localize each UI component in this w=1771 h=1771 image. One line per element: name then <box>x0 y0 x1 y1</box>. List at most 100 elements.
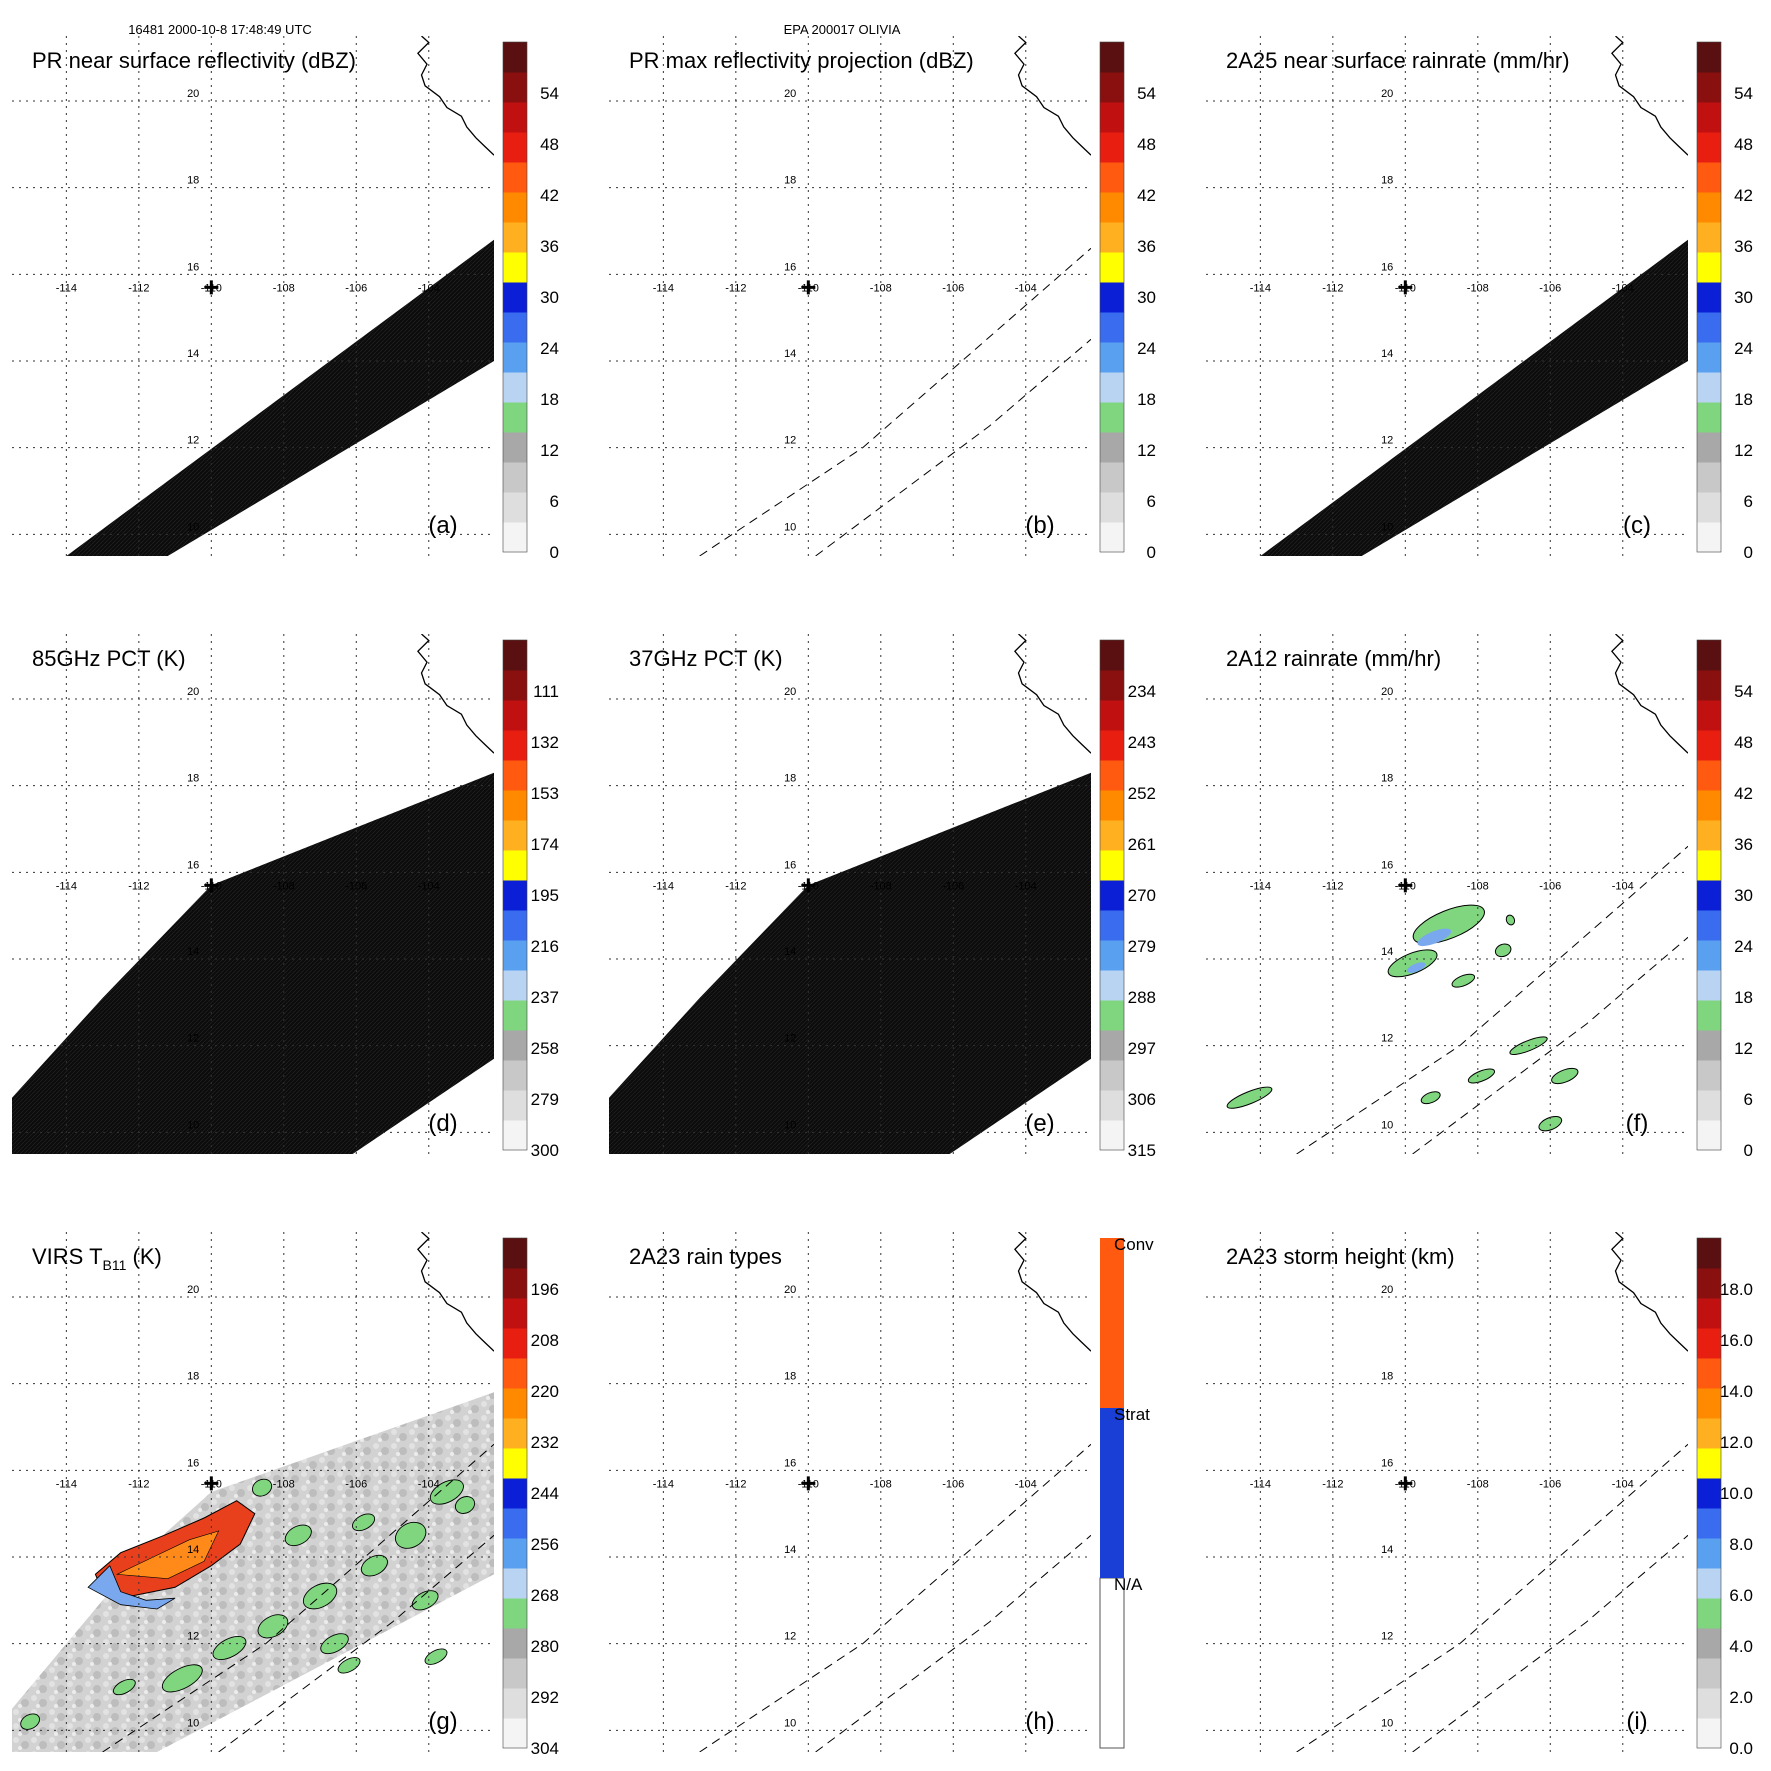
colorbar-swatch <box>503 192 527 223</box>
virs-cloud-patch <box>429 1479 464 1505</box>
longitude-label: -108 <box>870 880 892 892</box>
panel-label: (a) <box>428 512 457 539</box>
virs-cloud-patch <box>424 1648 448 1665</box>
colorbar-tick-label: 24 <box>1734 937 1753 956</box>
virs-cloud-patch <box>284 1524 312 1547</box>
colorbar-swatch <box>503 1418 527 1449</box>
colorbar-swatch <box>1697 1538 1721 1569</box>
latitude-label: 12 <box>187 435 199 447</box>
colorbar-tick-label: 153 <box>531 784 559 803</box>
longitude-label: -108 <box>1467 1478 1489 1490</box>
colorbar-swatch <box>1100 132 1124 163</box>
colorbar-swatch <box>503 42 527 73</box>
colorbar-swatch <box>1697 760 1721 791</box>
latitude-label: 18 <box>784 1371 796 1383</box>
colorbar-tick-label: 54 <box>1734 682 1753 701</box>
longitude-label: -104 <box>418 880 440 892</box>
longitude-label: -114 <box>56 282 77 294</box>
colorbar-swatch <box>1100 102 1124 133</box>
colorbar-tick-label: 297 <box>1128 1039 1156 1058</box>
longitude-label: -108 <box>870 282 892 294</box>
colorbar-tick-label: 6 <box>1744 492 1753 511</box>
colorbar-tick-label: 279 <box>1128 937 1156 956</box>
panel-title: 2A23 rain types <box>629 1244 782 1269</box>
rain-patch <box>1387 949 1438 978</box>
colorbar-swatch <box>1697 1508 1721 1539</box>
colorbar-swatch <box>1697 880 1721 911</box>
colorbar-swatch <box>1697 1418 1721 1449</box>
colorbar-swatch <box>503 850 527 881</box>
longitude-label: -112 <box>128 880 149 892</box>
colorbar-swatch <box>503 1628 527 1659</box>
longitude-label: -108 <box>273 1478 295 1490</box>
colorbar-swatch <box>503 432 527 463</box>
rain-core <box>1417 928 1452 947</box>
longitude-label: -106 <box>1539 282 1561 294</box>
colorbar-swatch <box>1697 1448 1721 1479</box>
panel-title: PR max reflectivity projection (dBZ) <box>629 48 974 73</box>
storm-center-marker <box>801 280 816 295</box>
colorbar-d: 300 279 258 237 216 195 174 153 132 111 <box>502 639 559 1160</box>
colorbar-swatch <box>1100 402 1124 433</box>
longitude-label: -114 <box>653 1478 674 1490</box>
colorbar-tick-label: 304 <box>531 1739 559 1758</box>
colorbar-swatch <box>1100 192 1124 223</box>
panel-label: (h) <box>1025 1708 1054 1735</box>
storm-center-marker <box>204 878 219 893</box>
longitude-label: -112 <box>1322 1478 1343 1490</box>
colorbar-frame <box>1099 639 1125 1151</box>
longitude-label: -112 <box>1322 880 1343 892</box>
colorbar-tick-label: 24 <box>1137 339 1156 358</box>
colorbar-tick-label: 42 <box>1137 186 1156 205</box>
storm-center-marker <box>1398 878 1413 893</box>
colorbar-tick-label: 18 <box>1137 390 1156 409</box>
panel-h: -114-112-110-108-106-1042018161412102A23… <box>609 1232 1154 1752</box>
colorbar-swatch <box>1100 252 1124 283</box>
colorbar-swatch <box>1697 700 1721 731</box>
virs-cloud-patch <box>257 1614 289 1639</box>
panel-title-main: VIRS T <box>32 1244 103 1269</box>
latitude-label: 18 <box>784 773 796 785</box>
colorbar-swatch <box>1100 790 1124 821</box>
colorbar-swatch <box>1100 940 1124 971</box>
colorbar-swatch <box>1697 522 1721 553</box>
colorbar-tick-label: 18 <box>540 390 559 409</box>
swath-edge-dashed <box>699 247 1091 556</box>
colorbar-tick-label: Conv <box>1114 1235 1154 1254</box>
latitude-label: 16 <box>187 1457 199 1469</box>
colorbar-swatch <box>503 162 527 193</box>
longitude-label: -104 <box>1612 1478 1634 1490</box>
longitude-label: -104 <box>418 282 440 294</box>
colorbar-tick-label: 18 <box>1734 390 1753 409</box>
colorbar-swatch <box>503 1718 527 1749</box>
colorbar-swatch-strat <box>1100 1408 1124 1578</box>
rain-patch <box>1505 914 1516 926</box>
latitude-label: 16 <box>784 1457 796 1469</box>
rain-patch <box>1226 1086 1273 1109</box>
colorbar-tick-label: 232 <box>531 1433 559 1452</box>
colorbar-tick-label: 216 <box>531 937 559 956</box>
colorbar-swatch <box>1100 910 1124 941</box>
colorbar-frame <box>1696 639 1722 1151</box>
panel-title: 85GHz PCT (K) <box>32 646 186 671</box>
colorbar-tick-label: 0 <box>1147 543 1156 562</box>
colorbar-swatch <box>1697 1090 1721 1121</box>
colorbar-tick-label: 30 <box>540 288 559 307</box>
colorbar-swatch <box>1697 1688 1721 1719</box>
pr-swath-fill <box>66 239 494 556</box>
panel-label: (i) <box>1626 1708 1647 1735</box>
virs-cloud-patch <box>351 1513 376 1532</box>
latitude-label: 10 <box>1381 1717 1393 1729</box>
colorbar-frame <box>502 639 528 1151</box>
colorbar-swatch <box>503 462 527 493</box>
colorbar-tick-label: 12.0 <box>1720 1433 1753 1452</box>
colorbar-swatch <box>1697 222 1721 253</box>
colorbar-swatch <box>1100 432 1124 463</box>
colorbar-swatch <box>1697 970 1721 1001</box>
colorbar-swatch <box>1100 1120 1124 1151</box>
swath-edge-dashed <box>815 338 1091 556</box>
